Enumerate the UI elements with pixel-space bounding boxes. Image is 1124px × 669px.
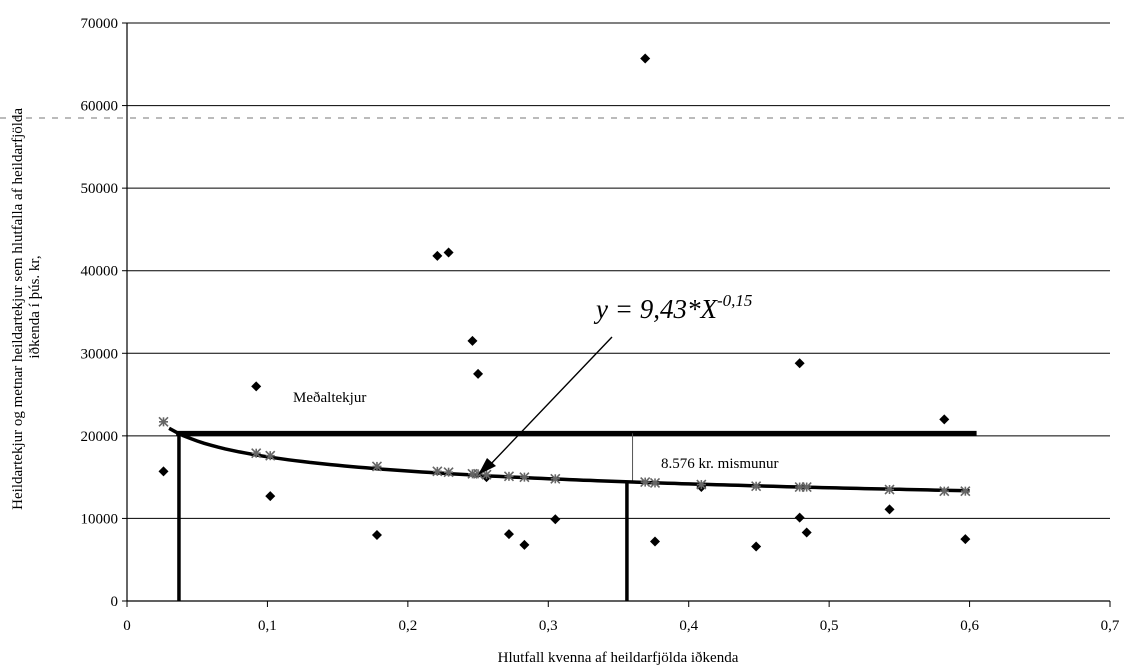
y-tick-labels: 0 10000 20000 30000 40000 50000 60000 70000 [81, 16, 119, 610]
point-asterisk [443, 467, 454, 478]
point-diamond [960, 534, 971, 545]
y-tick-label: 40000 [81, 264, 119, 280]
x-tick-label: 0,2 [398, 618, 417, 634]
point-asterisk [640, 477, 651, 488]
point-diamond [251, 381, 262, 392]
point-diamond [884, 504, 895, 515]
point-asterisk [696, 479, 707, 490]
trend-equation-base: y = 9,43*X [593, 294, 718, 324]
y-tick-label: 30000 [81, 346, 119, 362]
point-asterisk [503, 471, 515, 482]
trendline [168, 426, 970, 493]
x-tick-label: 0,7 [1101, 618, 1120, 634]
trend-equation-exponent: -0,15 [717, 291, 752, 310]
point-asterisk [550, 473, 561, 484]
point-diamond [550, 514, 561, 525]
point-asterisk [251, 448, 262, 459]
y-tick-label: 70000 [81, 16, 119, 32]
point-diamond [939, 414, 950, 425]
point-diamond [265, 491, 276, 502]
point-asterisk [265, 450, 276, 461]
difference-label: 8.576 kr. mismunur [661, 456, 779, 472]
y-axis-title: Heildartekjur og metnar heildartekjur se… [10, 104, 43, 510]
x-axis-title: Hlutfall kvenna af heildarfjölda iðkenda [498, 650, 739, 666]
x-tick-label: 0,5 [820, 618, 839, 634]
equation-arrow [478, 336, 613, 475]
y-tick-label: 0 [111, 594, 119, 610]
y-tick-label: 50000 [81, 181, 119, 197]
point-diamond [432, 250, 443, 261]
point-asterisk [432, 466, 443, 477]
y-tick-label: 10000 [81, 511, 119, 527]
x-tick-label: 0,4 [679, 618, 698, 634]
reference-lines [176, 430, 977, 601]
point-diamond [794, 512, 805, 523]
point-diamond [801, 527, 812, 538]
axes [122, 22, 1111, 607]
x-tick-label: 0,6 [960, 618, 979, 634]
x-tick-label: 0,1 [258, 618, 277, 634]
data-points [158, 53, 971, 552]
point-asterisk [519, 472, 530, 483]
gridlines [0, 22, 1124, 519]
point-diamond [371, 529, 382, 540]
y-axis-title-line-2: iðkenda í þús. kr, [27, 255, 43, 358]
y-tick-label: 20000 [81, 429, 119, 445]
y-axis-title-line-1: Heildartekjur og metnar heildartekjur se… [10, 108, 26, 510]
point-diamond [650, 536, 661, 547]
mean-line-label: Meðaltekjur [293, 390, 366, 406]
point-asterisk [801, 481, 812, 493]
trend-equation: y = 9,43*X-0,15 [593, 291, 752, 324]
point-asterisk [481, 469, 492, 480]
point-asterisk [751, 481, 762, 492]
x-tick-label: 0 [123, 618, 131, 634]
point-diamond [443, 247, 454, 258]
point-diamond [794, 358, 805, 369]
point-asterisk [371, 461, 383, 472]
point-diamond [467, 335, 478, 346]
y-tick-label: 60000 [81, 99, 119, 115]
point-asterisk [960, 486, 971, 497]
point-diamond [158, 466, 169, 477]
point-asterisk [649, 477, 661, 488]
point-diamond [519, 539, 530, 550]
point-asterisk [884, 484, 895, 495]
point-diamond [751, 541, 762, 552]
x-tick-labels: 0 0,1 0,2 0,3 0,4 0,5 0,6 0,7 [123, 618, 1120, 634]
point-asterisk [939, 486, 950, 497]
point-diamond [503, 529, 514, 540]
point-diamond [640, 53, 651, 64]
point-diamond [473, 368, 484, 379]
trendline-curve [168, 426, 970, 493]
x-tick-label: 0,3 [539, 618, 558, 634]
point-asterisk [158, 416, 169, 427]
